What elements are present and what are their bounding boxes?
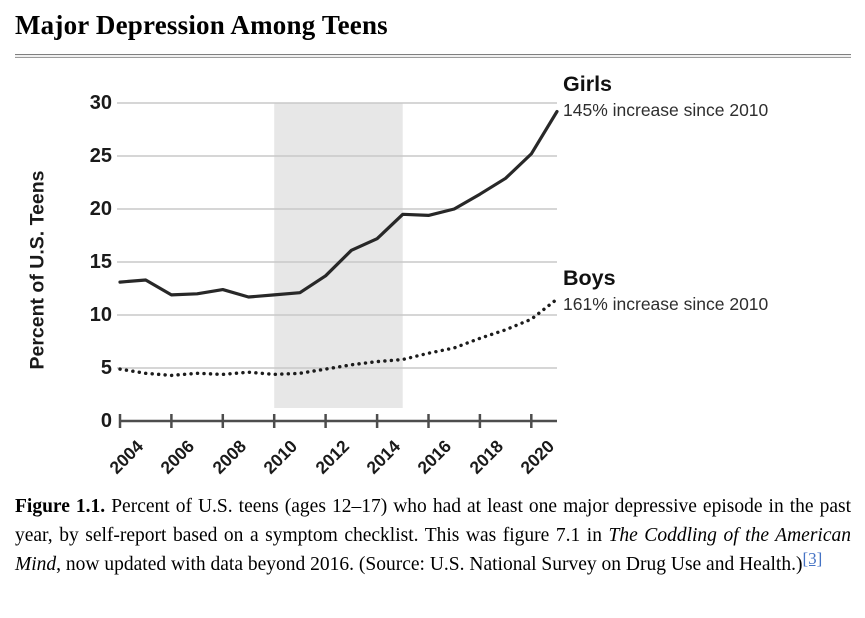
boys-series-label: Boys: [563, 266, 616, 290]
footnote-link-3[interactable]: [3]: [802, 549, 823, 568]
depression-line-chart: Percent of U.S. Teens Girls 145% increas…: [0, 70, 865, 490]
girls-increase-note: 145% increase since 2010: [563, 100, 769, 120]
girls-legend: Girls 145% increase since 2010: [563, 72, 768, 124]
y-tick-label-25: 25: [89, 145, 112, 167]
caption-book-title: The Coddling of the American Mind: [15, 525, 851, 575]
boys-line: [118, 297, 559, 378]
y-axis-title: Percent of U.S. Teens: [26, 170, 49, 370]
y-tick-label-10: 10: [89, 304, 112, 326]
boys-legend: Boys 161% increase since 2010: [563, 266, 768, 318]
page-title: Major Depression Among Teens: [15, 10, 388, 40]
y-tick-label-30: 30: [89, 92, 112, 114]
y-tick-label-20: 20: [89, 198, 112, 220]
y-tick-label-5: 5: [100, 357, 112, 379]
y-tick-label-0: 0: [100, 410, 112, 432]
caption-text-1: Percent of U.S. teens (ages 12–17) who h…: [15, 496, 851, 546]
caption-text-2: , now updated with data beyond 2016. (So…: [56, 554, 803, 575]
title-divider: [15, 54, 851, 58]
shaded-band: [274, 103, 403, 408]
y-tick-label-15: 15: [89, 251, 112, 273]
chart-canvas: [117, 102, 559, 428]
girls-series-label: Girls: [563, 72, 612, 96]
boys-increase-note: 161% increase since 2010: [563, 294, 769, 314]
figure-caption: Figure 1.1. Percent of U.S. teens (ages …: [15, 492, 851, 579]
caption-figure-label: Figure 1.1.: [15, 496, 106, 517]
girls-line: [118, 109, 559, 299]
